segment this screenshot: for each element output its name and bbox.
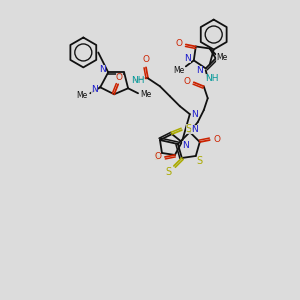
Text: N: N [196,66,203,75]
Text: O: O [213,135,220,144]
Text: NH: NH [205,74,218,83]
Text: Me: Me [216,53,227,62]
Text: S: S [186,124,192,134]
Text: S: S [197,156,203,166]
Text: Me: Me [173,66,184,75]
Text: O: O [154,152,161,161]
Text: Me: Me [140,90,152,99]
Text: N: N [91,85,98,94]
Text: S: S [166,167,172,177]
Text: NH: NH [131,76,145,85]
Text: Me: Me [77,91,88,100]
Text: O: O [116,73,123,82]
Text: N: N [191,124,198,134]
Text: O: O [142,55,149,64]
Text: N: N [182,140,189,149]
Text: S: S [153,152,159,162]
Text: O: O [183,77,190,86]
Text: N: N [99,65,106,74]
Text: N: N [184,54,191,63]
Text: O: O [176,39,182,48]
Text: N: N [191,110,198,119]
